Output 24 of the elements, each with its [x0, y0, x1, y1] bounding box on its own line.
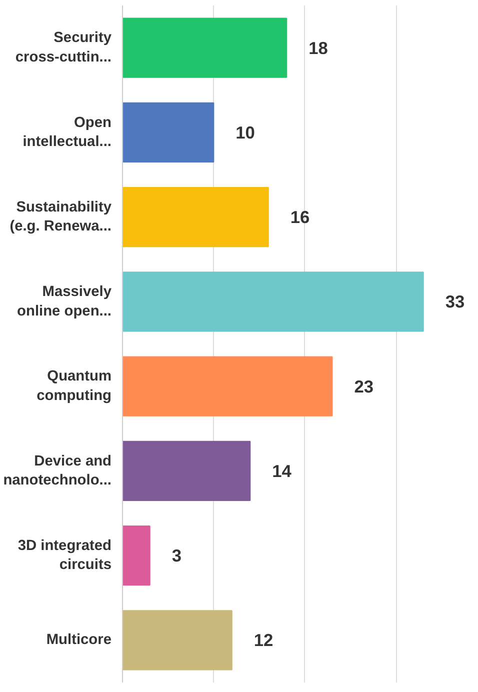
- y-tick-label: 3D integrated circuits: [18, 538, 112, 574]
- y-tick-label: Sustainability (e.g. Renewa...: [10, 199, 112, 235]
- data-label: 10: [236, 122, 255, 142]
- bar: [122, 272, 424, 332]
- data-label: 18: [308, 38, 328, 58]
- data-label: 3: [172, 546, 182, 566]
- data-label: 23: [354, 376, 374, 396]
- y-tick-label: Multicore: [46, 632, 112, 648]
- data-label: 14: [272, 460, 292, 481]
- bar: [122, 186, 269, 248]
- bar: [122, 102, 214, 163]
- data-label: 33: [445, 292, 466, 312]
- bar: [122, 18, 288, 78]
- bar: [122, 525, 150, 586]
- y-tick-label: Device and nanotechnolo...: [3, 453, 112, 489]
- y-tick-label: Massively online open...: [17, 284, 112, 320]
- bar: [122, 440, 251, 502]
- bar: [122, 610, 232, 670]
- data-label: 16: [290, 207, 310, 228]
- y-tick-label: Security cross-cuttin...: [15, 30, 112, 66]
- data-label: 12: [254, 630, 274, 650]
- bar: [122, 356, 333, 416]
- y-tick-label: Open intellectual...: [22, 114, 112, 150]
- y-tick-label: Quantum computing: [36, 368, 112, 404]
